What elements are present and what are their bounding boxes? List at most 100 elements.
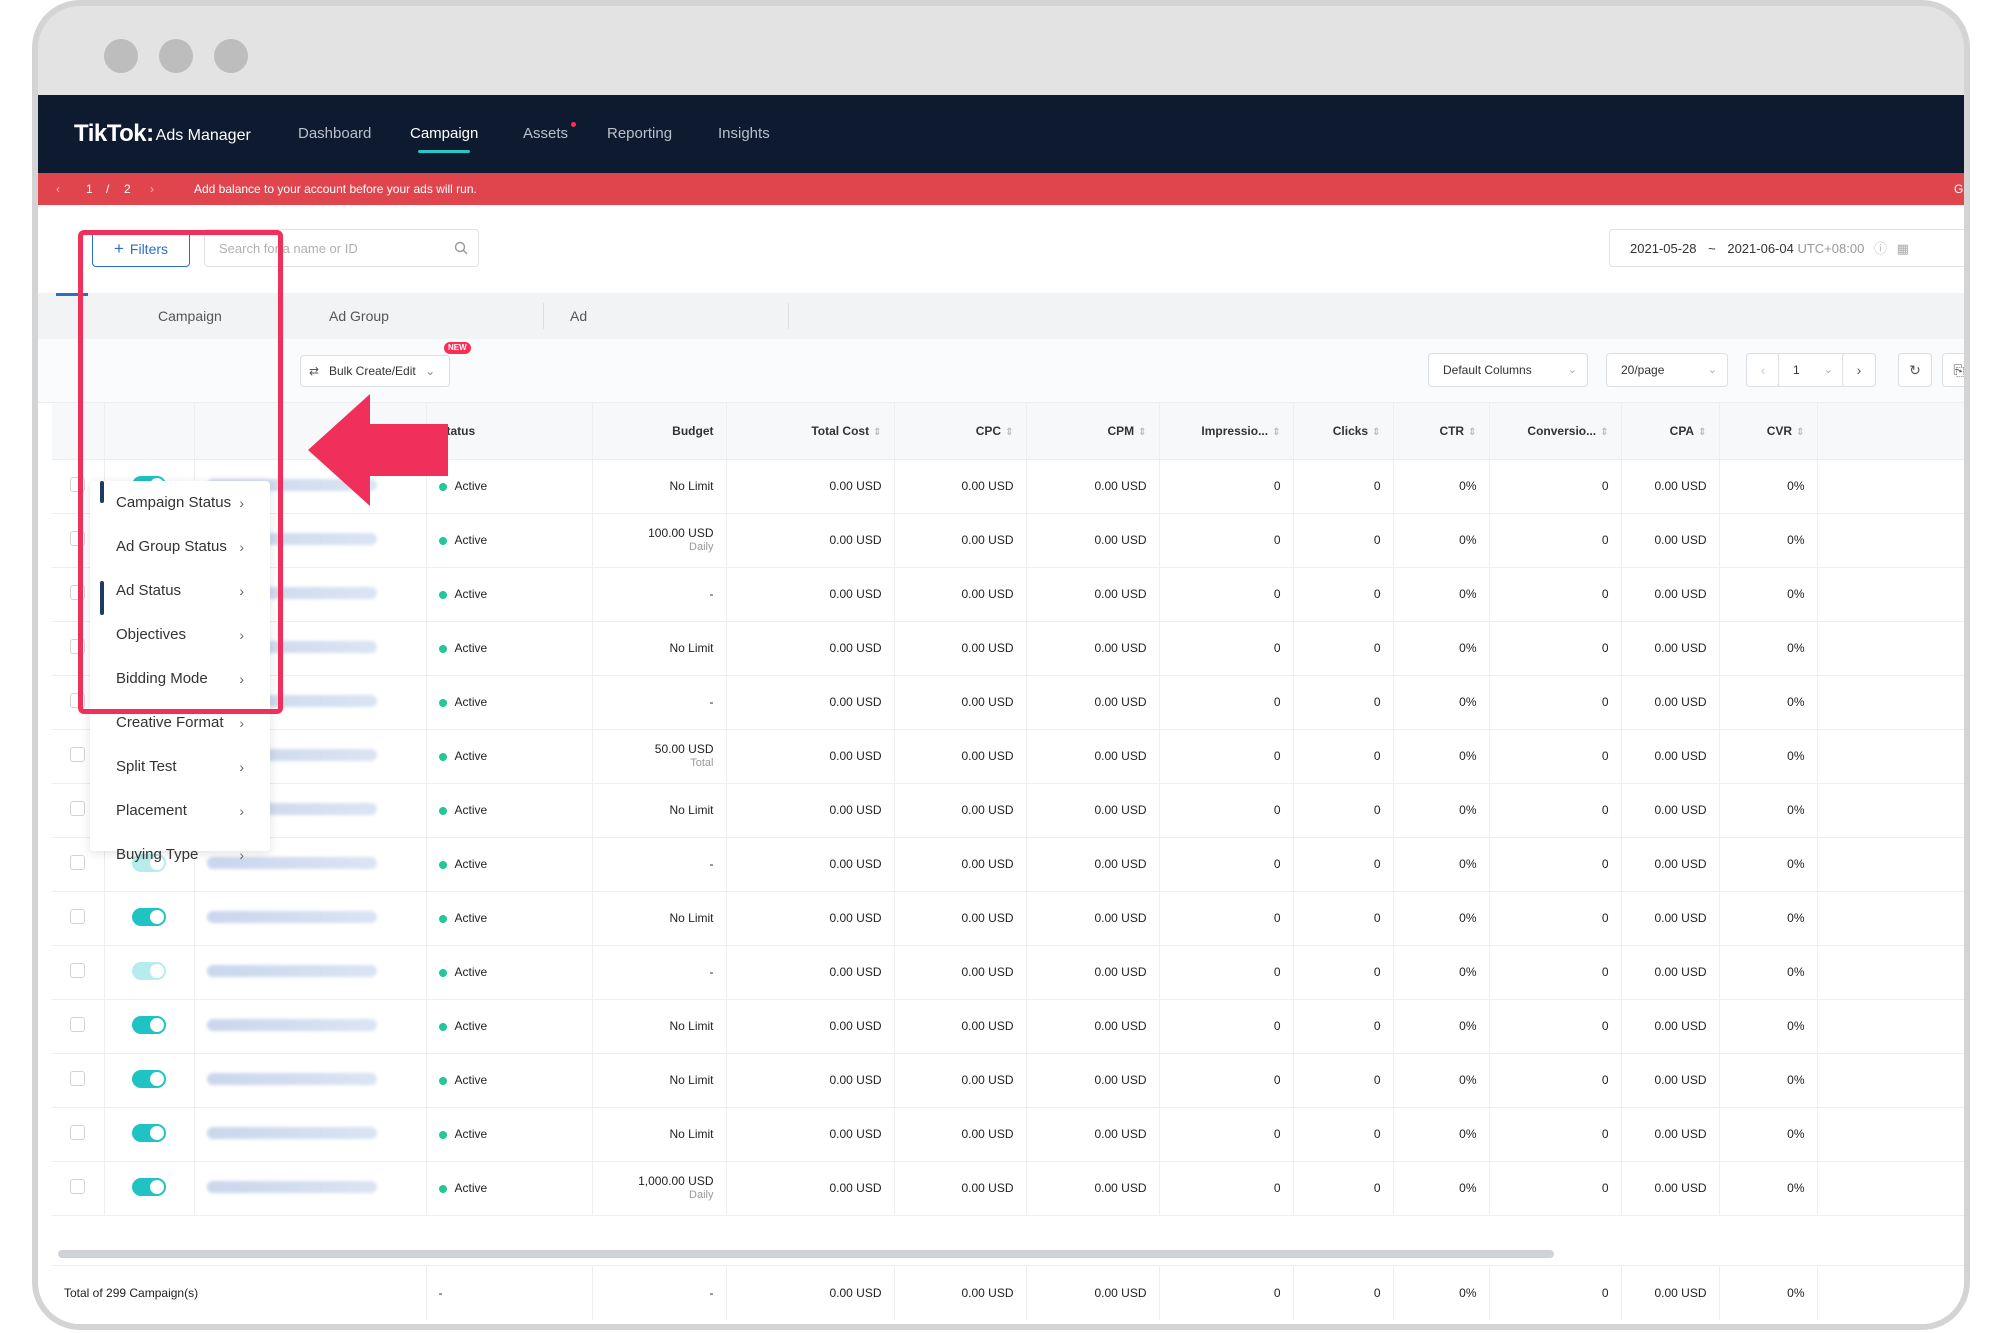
row-status-toggle[interactable] [132, 907, 166, 926]
calendar-icon[interactable]: ▦ [1896, 241, 1909, 256]
filter-buying-type[interactable]: Buying Type › [90, 833, 270, 877]
table-row[interactable]: Active -0.00 USD 0.00 USD 0.00 USD 0 0 0% 0 0.00… [52, 675, 1964, 730]
horizontal-scrollbar[interactable] [58, 1250, 1554, 1258]
search-icon[interactable] [454, 241, 468, 255]
row-checkbox[interactable] [70, 747, 86, 762]
filter-ad-status[interactable]: Ad Status › [90, 569, 270, 613]
window-zoom-dot[interactable] [214, 39, 248, 73]
row-filler [1817, 729, 1964, 784]
column-header-cpm[interactable]: CPM ⇕ [1026, 403, 1160, 460]
row-checkbox[interactable] [70, 909, 86, 924]
campaign-name-redacted[interactable] [206, 1072, 377, 1085]
page-size-select[interactable]: 20/page ⌄ [1606, 353, 1728, 387]
tab-ad-group[interactable]: Ad Group [329, 308, 389, 324]
window-minimize-dot[interactable] [159, 39, 193, 73]
bulk-create-edit-button[interactable]: ⇄ Bulk Create/Edit ⌄ [300, 355, 450, 387]
table-row[interactable]: Active No Limit 0.00 USD 0.00 USD 0.00 USD 0 0… [52, 891, 1964, 946]
row-budget-cell: 1,000.00 USD Daily [592, 1161, 727, 1216]
row-toggle-cell [104, 945, 195, 1000]
filter-creative-format[interactable]: Creative Format › [90, 701, 270, 745]
column-header-conversions[interactable]: Conversio... ⇕ [1489, 403, 1622, 460]
filters-button[interactable]: + Filters [92, 231, 190, 267]
column-header-cpc[interactable]: CPC ⇕ [894, 403, 1027, 460]
prev-page-button[interactable]: ‹ [1746, 353, 1780, 387]
row-total-cost-cell: 0.00 USD [726, 1161, 895, 1216]
filter-bidding-mode[interactable]: Bidding Mode › [90, 657, 270, 701]
tab-ad[interactable]: Ad [570, 308, 588, 324]
campaign-name-redacted[interactable] [206, 910, 377, 923]
nav-dashboard[interactable]: Dashboard [298, 125, 372, 142]
row-checkbox[interactable] [70, 801, 86, 816]
column-header-budget[interactable]: Budget [592, 403, 727, 460]
status-dot-icon [438, 752, 447, 761]
row-checkbox[interactable] [70, 1071, 86, 1086]
nav-reporting[interactable]: Reporting [607, 125, 673, 142]
banner-prev-icon[interactable]: ‹ [56, 182, 60, 196]
refresh-button[interactable]: ↻ [1898, 353, 1932, 387]
table-row[interactable]: Active 1,000.00 USD Daily 0.00 USD 0.00 USD 0… [52, 1161, 1964, 1216]
campaign-name-redacted[interactable] [206, 856, 377, 869]
filter-objectives[interactable]: Objectives › [90, 613, 270, 657]
column-header-clicks[interactable]: Clicks ⇕ [1293, 403, 1394, 460]
search-input[interactable]: Search for a name or ID [204, 229, 479, 267]
table-row[interactable]: Active No Limit 0.00 USD 0.00 USD 0.00 USD 0 0… [52, 621, 1964, 676]
row-status-toggle[interactable] [132, 853, 166, 872]
row-checkbox[interactable] [70, 1179, 86, 1194]
table-row[interactable]: Active No Limit 0.00 USD 0.00 USD 0.00 USD 0 0… [52, 1053, 1964, 1108]
column-header-impressions[interactable]: Impressio... ⇕ [1159, 403, 1294, 460]
row-cpm-cell: 0.00 USD [1026, 567, 1160, 622]
campaign-name-redacted[interactable] [206, 1018, 377, 1031]
row-checkbox[interactable] [70, 1125, 86, 1140]
filter-campaign-status[interactable]: Campaign Status › [90, 481, 270, 525]
column-header-ctr[interactable]: CTR ⇕ [1393, 403, 1490, 460]
table-row[interactable]: Active -0.00 USD 0.00 USD 0.00 USD 0 0 0% 0 0.00… [52, 837, 1964, 892]
row-cvr-cell: 0% [1719, 891, 1818, 946]
row-checkbox-cell [52, 999, 105, 1054]
nav-campaign[interactable]: Campaign [410, 95, 478, 173]
filter-ad-group-status[interactable]: Ad Group Status › [90, 525, 270, 569]
column-header-cvr[interactable]: CVR ⇕ [1719, 403, 1818, 460]
nav-assets[interactable]: Assets [523, 95, 577, 173]
columns-select[interactable]: Default Columns ⌄ [1428, 353, 1588, 387]
export-button[interactable]: ⎘ [1942, 353, 1964, 387]
row-ctr-cell: 0% [1393, 891, 1490, 946]
table-row[interactable]: Active No Limit 0.00 USD 0.00 USD 0.00 USD 0 0… [52, 783, 1964, 838]
column-header-cpa[interactable]: CPA ⇕ [1621, 403, 1720, 460]
pointer-arrow-icon [308, 394, 448, 506]
row-cvr-cell: 0% [1719, 621, 1818, 676]
column-header-status[interactable]: Status [426, 403, 593, 460]
row-checkbox[interactable] [70, 855, 86, 870]
row-status-toggle[interactable] [132, 1177, 166, 1196]
nav-insights[interactable]: Insights [718, 125, 770, 142]
banner-next-icon[interactable]: › [150, 182, 154, 196]
table-row[interactable]: Active 50.00 USD Total 0.00 USD 0.00 USD 0.00… [52, 729, 1964, 784]
table-row[interactable]: Active -0.00 USD 0.00 USD 0.00 USD 0 0 0% 0 0.00… [52, 945, 1964, 1000]
campaign-name-redacted[interactable] [206, 964, 377, 977]
table-row[interactable]: Active No Limit 0.00 USD 0.00 USD 0.00 USD 0 0… [52, 1107, 1964, 1162]
banner-trailing-text[interactable]: G [1954, 182, 1964, 196]
filter-placement[interactable]: Placement › [90, 789, 270, 833]
row-checkbox[interactable] [70, 963, 86, 978]
table-row[interactable]: Active -0.00 USD 0.00 USD 0.00 USD 0 0 0% 0 0.00… [52, 567, 1964, 622]
filter-split-test[interactable]: Split Test › [90, 745, 270, 789]
row-checkbox[interactable] [70, 1017, 86, 1032]
page-number-select[interactable]: 1 ⌄ [1778, 353, 1844, 387]
window-close-dot[interactable] [104, 39, 138, 73]
row-conversions-cell: 0 [1489, 567, 1622, 622]
campaign-name-redacted[interactable] [206, 1126, 377, 1139]
tab-campaign[interactable]: Campaign [158, 308, 222, 324]
row-filler [1817, 513, 1964, 568]
row-filler [1817, 783, 1964, 838]
row-status-toggle[interactable] [132, 1069, 166, 1088]
campaign-name-redacted[interactable] [206, 1180, 377, 1193]
column-header-total-cost[interactable]: Total Cost ⇕ [726, 403, 895, 460]
date-range-picker[interactable]: 2021-05-28 ~ 2021-06-04 UTC+08:00 ⓘ ▦ [1609, 229, 1964, 267]
next-page-button[interactable]: › [1842, 353, 1876, 387]
row-status-toggle[interactable] [132, 961, 166, 980]
table-row[interactable]: Active 100.00 USD Daily 0.00 USD 0.00 USD 0.0… [52, 513, 1964, 568]
table-row[interactable]: Active No Limit 0.00 USD 0.00 USD 0.00 USD 0 0… [52, 999, 1964, 1054]
sort-icon: ⇕ [1138, 426, 1147, 438]
brand-logo[interactable]: TikTok : Ads Manager [74, 95, 251, 173]
row-status-toggle[interactable] [132, 1015, 166, 1034]
row-status-toggle[interactable] [132, 1123, 166, 1142]
